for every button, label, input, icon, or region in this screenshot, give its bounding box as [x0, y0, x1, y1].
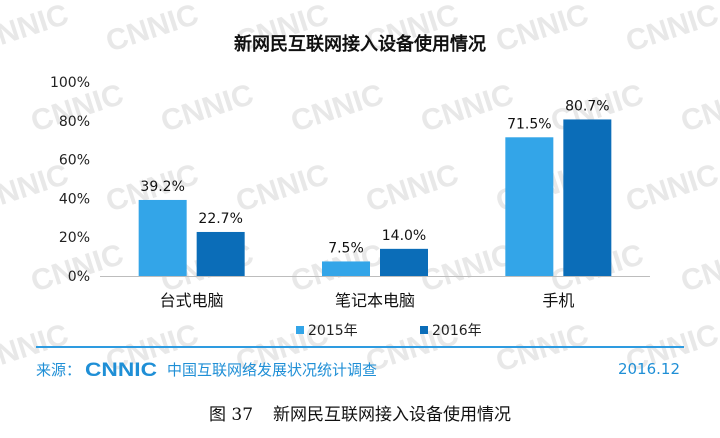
bar-2015年	[505, 137, 554, 276]
x-tick-label: 台式电脑	[160, 291, 224, 310]
footer-divider	[36, 346, 684, 348]
bar-2015年	[138, 199, 187, 276]
bar-2015年	[322, 261, 370, 276]
source-label: 来源：	[36, 360, 82, 379]
legend-label-2015: 2015年	[308, 323, 358, 339]
legend-label-2016: 2016年	[432, 323, 482, 339]
figure-number: 图 37	[208, 405, 254, 425]
y-tick-label: 20%	[59, 230, 90, 246]
legend-swatch-2016	[420, 326, 428, 334]
footer-source: 来源： CNNIC 中国互联网络发展状况统计调查	[36, 357, 377, 381]
figure-caption: 图 37 新网民互联网接入设备使用情况	[0, 400, 720, 425]
bar-2016年	[563, 119, 612, 276]
cnnic-logo-text: CNNIC	[85, 360, 157, 381]
chart-title: 新网民互联网接入设备使用情况	[234, 34, 486, 55]
x-tick-label: 手机	[542, 291, 574, 310]
y-tick-label: 40%	[59, 191, 90, 207]
figure-caption-text: 新网民互联网接入设备使用情况	[273, 405, 512, 425]
y-tick-label: 60%	[59, 153, 90, 169]
bar-value-label: 14.0%	[382, 228, 426, 244]
source-org-name: 中国互联网络发展状况统计调查	[167, 360, 378, 379]
bar-value-label: 7.5%	[328, 240, 364, 256]
y-tick-label: 100%	[50, 75, 90, 91]
bar-value-label: 80.7%	[565, 98, 609, 114]
legend-item-2016: 2016年	[420, 320, 482, 340]
legend-item-2015: 2015年	[296, 320, 358, 340]
cnnic-logo: CNNIC	[85, 360, 157, 381]
bar-value-label: 39.2%	[140, 179, 184, 195]
bar-2016年	[196, 231, 245, 276]
y-tick-label: 80%	[59, 114, 90, 130]
legend-swatch-2015	[296, 326, 304, 334]
chart-legend: 2015年 2016年	[0, 320, 720, 340]
bar-value-label: 71.5%	[507, 116, 551, 132]
bar-value-label: 22.7%	[198, 211, 242, 227]
y-tick-label: 0%	[68, 269, 90, 285]
footer-date: 2016.12	[617, 360, 680, 378]
x-tick-label: 笔记本电脑	[335, 291, 415, 310]
bar-2016年	[380, 248, 428, 276]
